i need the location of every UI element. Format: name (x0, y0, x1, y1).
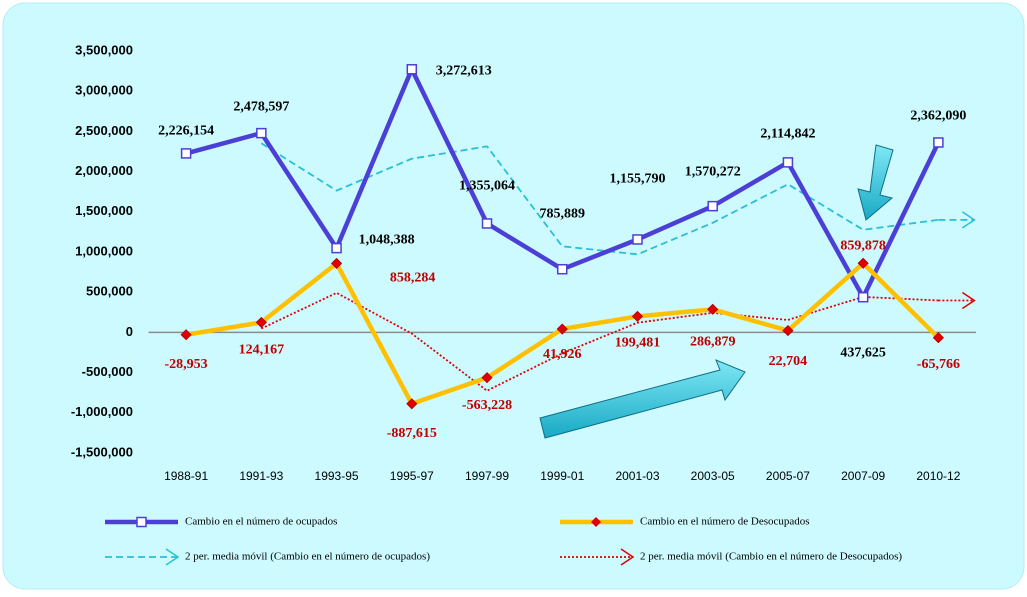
data-label: 859,878 (840, 238, 886, 253)
point-marker (708, 202, 717, 211)
y-tick-label: 2,500,000 (75, 123, 133, 138)
x-tick-label: 2003-05 (691, 469, 735, 483)
data-label: 1,570,272 (685, 164, 741, 179)
legend-label: Cambio en el número de ocupados (185, 516, 337, 528)
data-label: -887,615 (387, 426, 437, 441)
x-tick-label: 2001-03 (615, 469, 659, 483)
data-label: 3,272,613 (436, 64, 492, 79)
data-label: 858,284 (390, 271, 436, 286)
y-tick-label: 1,500,000 (75, 203, 133, 218)
y-tick-label: 500,000 (86, 284, 133, 299)
data-label: 2,114,842 (760, 127, 815, 142)
y-tick-label: 0 (126, 324, 133, 339)
point-marker (182, 149, 191, 158)
x-tick-label: 1999-01 (540, 469, 584, 483)
data-label: 1,155,790 (609, 172, 665, 187)
y-tick-label: 3,500,000 (75, 42, 133, 57)
data-label: 437,625 (840, 345, 886, 360)
x-tick-label: 1993-95 (315, 469, 359, 483)
data-label: 286,879 (690, 335, 736, 350)
point-marker (558, 265, 567, 274)
data-label: -65,766 (917, 357, 960, 372)
point-marker (332, 244, 341, 253)
x-tick-label: 1991-93 (239, 469, 283, 483)
y-tick-label: 1,000,000 (75, 243, 133, 258)
data-label: 22,704 (769, 354, 808, 369)
data-label: 1,355,064 (459, 179, 515, 194)
x-tick-label: 1988-91 (164, 469, 208, 483)
data-label: 124,167 (239, 343, 285, 358)
legend-label: 2 per. media móvil (Cambio en el número … (640, 551, 902, 563)
x-tick-label: 2005-07 (766, 469, 810, 483)
y-tick-label: 3,000,000 (75, 83, 133, 98)
point-marker (934, 138, 943, 147)
y-tick-label: 2,000,000 (75, 163, 133, 178)
data-label: -563,228 (462, 398, 512, 413)
chart: -1,500,000 -1,000,000 -500,000 0 500,000 1,00… (0, 0, 1027, 592)
x-tick-label: 1997-99 (465, 469, 509, 483)
legend-label: 2 per. media móvil (Cambio en el número … (185, 551, 430, 563)
y-tick-label: -1,500,000 (71, 444, 133, 459)
point-marker (783, 158, 792, 167)
data-label: 41,926 (543, 347, 582, 362)
point-marker (859, 293, 868, 302)
chart-panel (3, 3, 1024, 589)
point-marker (257, 129, 266, 138)
data-label: -28,953 (165, 357, 208, 372)
y-tick-label: -1,000,000 (71, 404, 133, 419)
legend-marker (137, 518, 146, 527)
x-tick-label: 2007-09 (841, 469, 885, 483)
x-tick-label: 2010-12 (916, 469, 960, 483)
point-marker (407, 65, 416, 74)
point-marker (633, 235, 642, 244)
legend-label: Cambio en el número de Desocupados (640, 516, 810, 528)
data-label: 2,478,597 (233, 99, 289, 114)
y-tick-label: -500,000 (82, 364, 133, 379)
data-label: 2,362,090 (910, 109, 966, 124)
data-label: 785,889 (540, 206, 586, 221)
x-tick-label: 1995-97 (390, 469, 434, 483)
point-marker (483, 219, 492, 228)
data-label: 1,048,388 (359, 232, 415, 247)
data-label: 199,481 (615, 336, 661, 351)
page: {"chart_data": {"type": "line", "categor… (0, 0, 1027, 592)
data-label: 2,226,154 (158, 124, 214, 139)
